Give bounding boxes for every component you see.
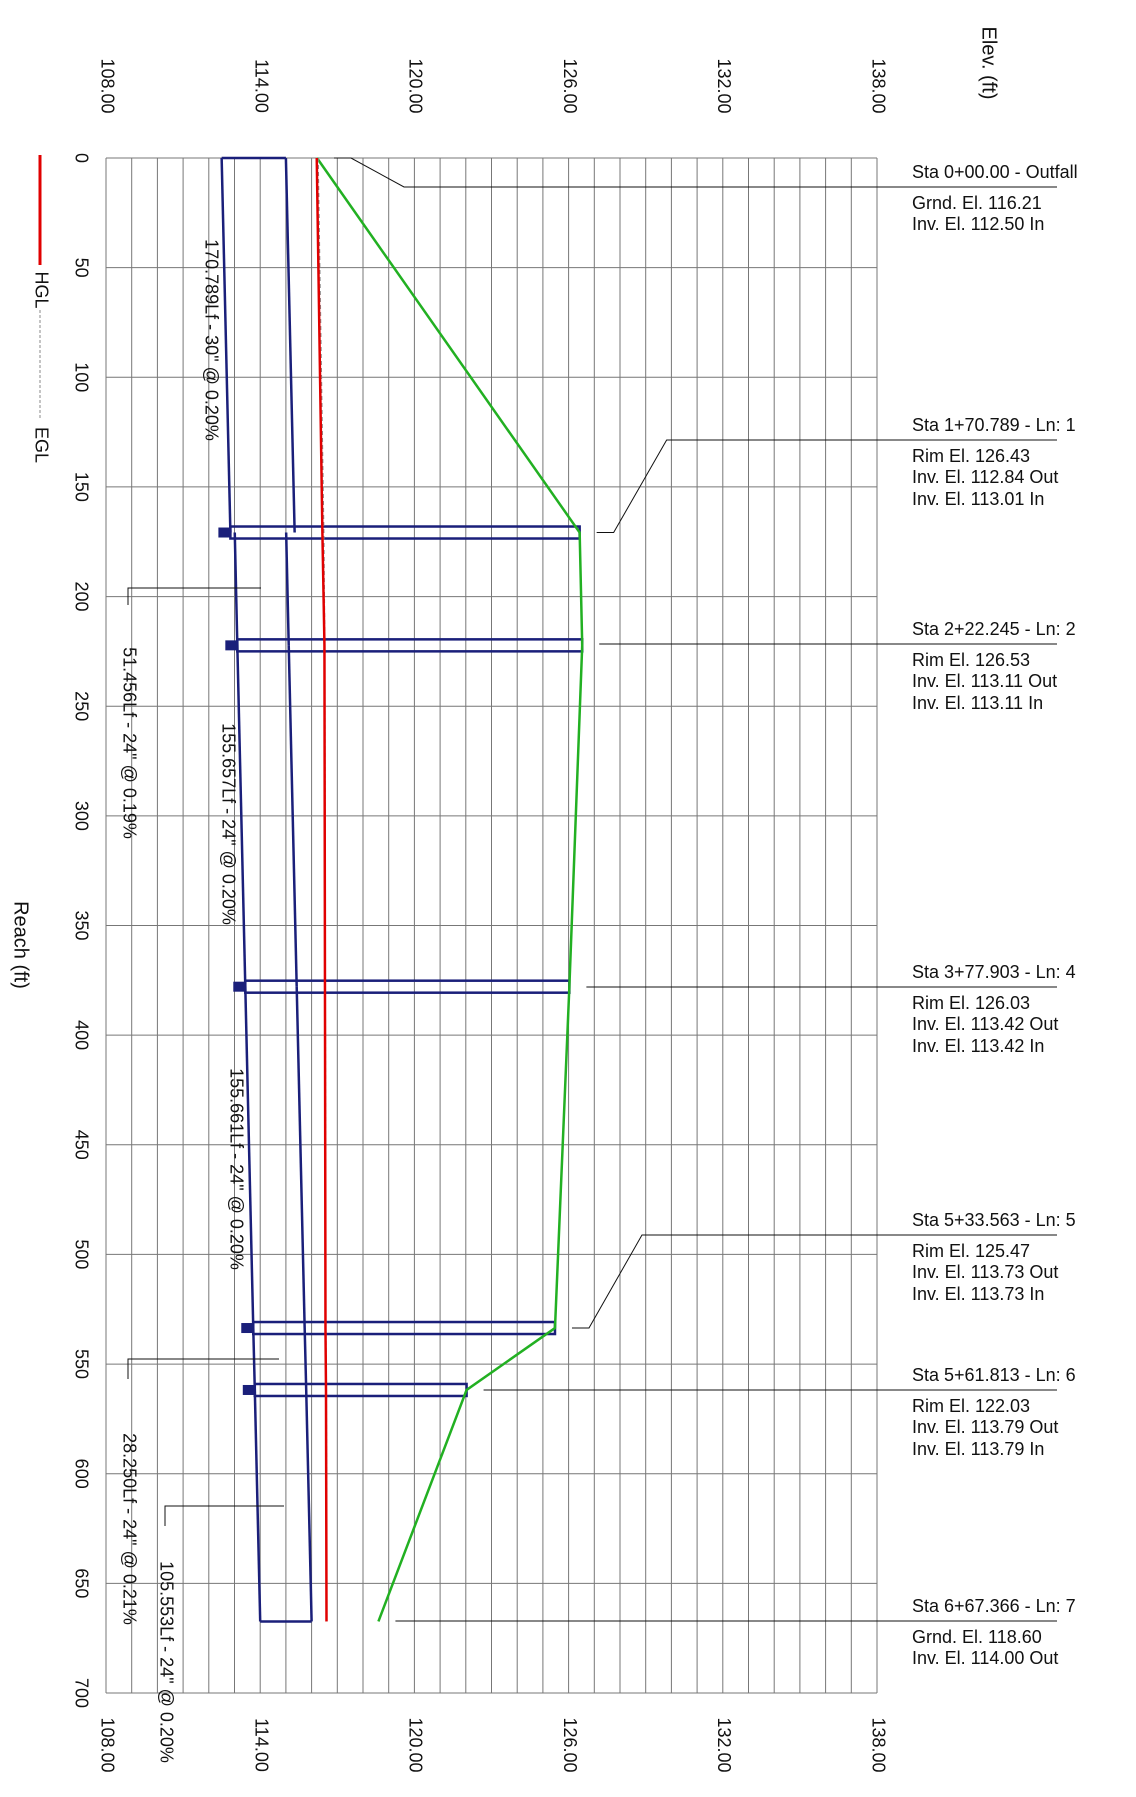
x-tick-label: 250 [71,691,91,721]
x-tick-label: 550 [71,1349,91,1379]
pipe-crown [284,532,290,646]
y-tick-label: 108.00 [97,1717,117,1772]
y-tick-label: 108.00 [97,58,117,113]
pipe-invert [244,986,255,1329]
pipe-label: 105.553Lf - 24" @ 0.20% [156,1561,176,1763]
invert-block [218,527,231,538]
manhole [229,525,581,540]
structure-label: Grnd. El. 118.60 [912,1627,1042,1647]
manhole [244,979,571,994]
structure-label: Inv. El. 113.01 In [912,489,1044,509]
structure-label: Inv. El. 113.73 In [912,1284,1044,1304]
ground-line [315,157,584,1622]
invert-block [242,1384,255,1395]
structure-label: Rim El. 126.43 [912,446,1030,466]
legend-label: EGL [31,427,51,463]
leader-line [571,1234,1057,1329]
structure-label: Rim El. 126.03 [912,993,1030,1013]
x-tick-label: 200 [71,582,91,612]
invert-block [233,981,246,992]
structure-label: Inv. El. 113.73 Out [912,1262,1058,1282]
structure-label: Inv. El. 113.79 Out [912,1417,1058,1437]
structure-label: Sta 5+61.813 - Ln: 6 [912,1365,1076,1385]
structure-label: Inv. El. 113.79 In [912,1439,1044,1459]
leader-line [127,587,261,605]
pipe-label: 28.250Lf - 24" @ 0.21% [119,1433,139,1625]
leader-line [127,1358,279,1379]
manhole [252,1320,557,1336]
x-tick-label: 700 [71,1678,91,1708]
y-tick-label: 126.00 [560,1717,580,1772]
x-tick-label: 600 [71,1459,91,1489]
y-tick-label: 138.00 [868,58,888,113]
x-axis-label: Reach (ft) [10,901,32,989]
structure-label: Sta 1+70.789 - Ln: 1 [912,415,1076,435]
pipe-label: 170.789Lf - 30" @ 0.20% [201,239,221,441]
x-tick-label: 500 [71,1239,91,1269]
y-tick-label: 120.00 [406,1717,426,1772]
leader-line [333,157,1057,188]
pipe-invert [233,532,239,646]
y-tick-label: 126.00 [560,58,580,113]
x-tick-label: 150 [71,472,91,502]
x-tick-label: 100 [71,362,91,392]
pipe-label: 51.456Lf - 24" @ 0.19% [119,647,139,839]
pipe-invert [220,157,232,533]
x-tick-label: 50 [71,258,91,278]
pipe-label: 155.657Lf - 24" @ 0.20% [218,723,238,925]
pipe-crown [284,157,296,533]
x-tick-label: 0 [71,153,91,163]
leader-line [164,1505,284,1526]
structure-label: Sta 5+33.563 - Ln: 5 [912,1210,1076,1230]
hydraulic-line [315,157,328,1622]
y-tick-label: 132.00 [714,1717,734,1772]
y-tick-label: 114.00 [251,1718,271,1772]
structure-label: Inv. El. 113.11 Out [912,671,1057,691]
pipe-crown [303,1327,308,1391]
structure-label: Inv. El. 112.84 Out [912,467,1058,487]
structure-label: Rim El. 122.03 [912,1396,1030,1416]
structure-label: Rim El. 126.53 [912,650,1030,670]
structure-label: Rim El. 125.47 [912,1241,1030,1261]
invert-block [241,1323,254,1334]
pipe-crown [287,645,298,987]
x-tick-label: 300 [71,801,91,831]
leader-line [596,439,1057,534]
y-tick-label: 120.00 [406,58,426,113]
pipe-crown [304,1389,313,1622]
structure-label: Sta 3+77.903 - Ln: 4 [912,962,1076,982]
x-tick-label: 400 [71,1020,91,1050]
pipe-crown [295,986,306,1329]
x-tick-label: 350 [71,910,91,940]
pipe-label: 155.661Lf - 24" @ 0.20% [226,1068,246,1270]
structure-label: Sta 2+22.245 - Ln: 2 [912,619,1076,639]
x-tick-label: 450 [71,1130,91,1160]
y-tick-label: 114.00 [251,59,271,113]
structure-label: Inv. El. 113.11 In [912,693,1043,713]
structure-label: Grnd. El. 116.21 [912,193,1042,213]
x-tick-label: 650 [71,1568,91,1598]
structure-label: Inv. El. 113.42 In [912,1036,1044,1056]
invert-block [225,640,238,651]
structure-label: Inv. El. 114.00 Out [912,1648,1058,1668]
manhole [253,1382,468,1398]
structure-label: Inv. El. 113.42 Out [912,1014,1058,1034]
pipe-invert [236,645,247,987]
y-axis-label: Elev. (ft) [978,27,1000,100]
structure-label: Sta 6+67.366 - Ln: 7 [912,1596,1076,1616]
legend-label: HGL [31,271,51,308]
structure-label: Inv. El. 112.50 In [912,214,1044,234]
y-tick-label: 132.00 [714,58,734,113]
structure-label: Sta 0+00.00 - Outfall [912,162,1078,182]
y-tick-label: 138.00 [868,1717,888,1772]
